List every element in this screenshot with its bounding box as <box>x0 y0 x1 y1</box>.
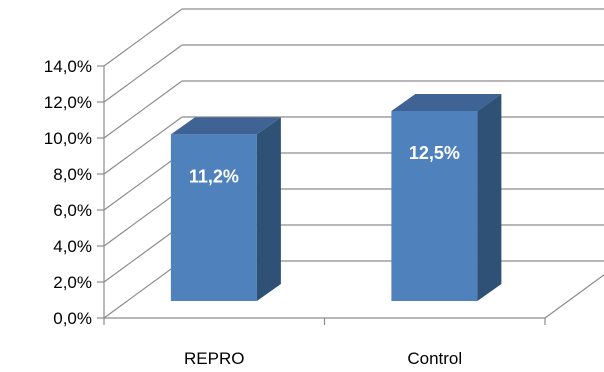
gridline-side <box>103 44 183 103</box>
y-tick-labels: 0,0% 2,0% 4,0% 6,0% 8,0% 10,0% 12,0% 14,0% <box>44 57 92 328</box>
gridline-side <box>103 224 183 283</box>
floor-edge <box>544 274 604 319</box>
y-tick-label: 0,0% <box>53 309 92 328</box>
gridline-side <box>103 116 183 175</box>
y-tick-label: 14,0% <box>44 57 92 76</box>
gridline-side <box>103 152 183 211</box>
bar-front <box>391 111 478 301</box>
data-label: 12,5% <box>409 143 460 163</box>
bar-side <box>477 94 502 301</box>
bar-repro: 11,2% <box>170 117 281 302</box>
bar-front <box>170 134 257 301</box>
y-tick-label: 12,0% <box>44 93 92 112</box>
bar-side <box>256 117 281 302</box>
y-tick-label: 10,0% <box>44 129 92 148</box>
gridline-side <box>103 8 183 67</box>
data-label: 11,2% <box>189 166 239 186</box>
y-tick-label: 2,0% <box>53 273 92 292</box>
axes <box>97 65 604 325</box>
bar-top <box>391 94 502 111</box>
category-label: Control <box>407 349 462 368</box>
gridline-side <box>103 260 183 319</box>
category-label: REPRO <box>184 349 244 368</box>
gridline-side <box>103 188 183 247</box>
y-tick-label: 8,0% <box>53 165 92 184</box>
bar-control: 12,5% <box>391 94 502 301</box>
y-tick-label: 4,0% <box>53 237 92 256</box>
y-tick-label: 6,0% <box>53 201 92 220</box>
category-labels: REPRO Control <box>184 349 462 368</box>
bars: 11,2% 12,5% <box>170 94 502 302</box>
gridline-side <box>103 80 183 139</box>
bar-top <box>170 117 281 135</box>
